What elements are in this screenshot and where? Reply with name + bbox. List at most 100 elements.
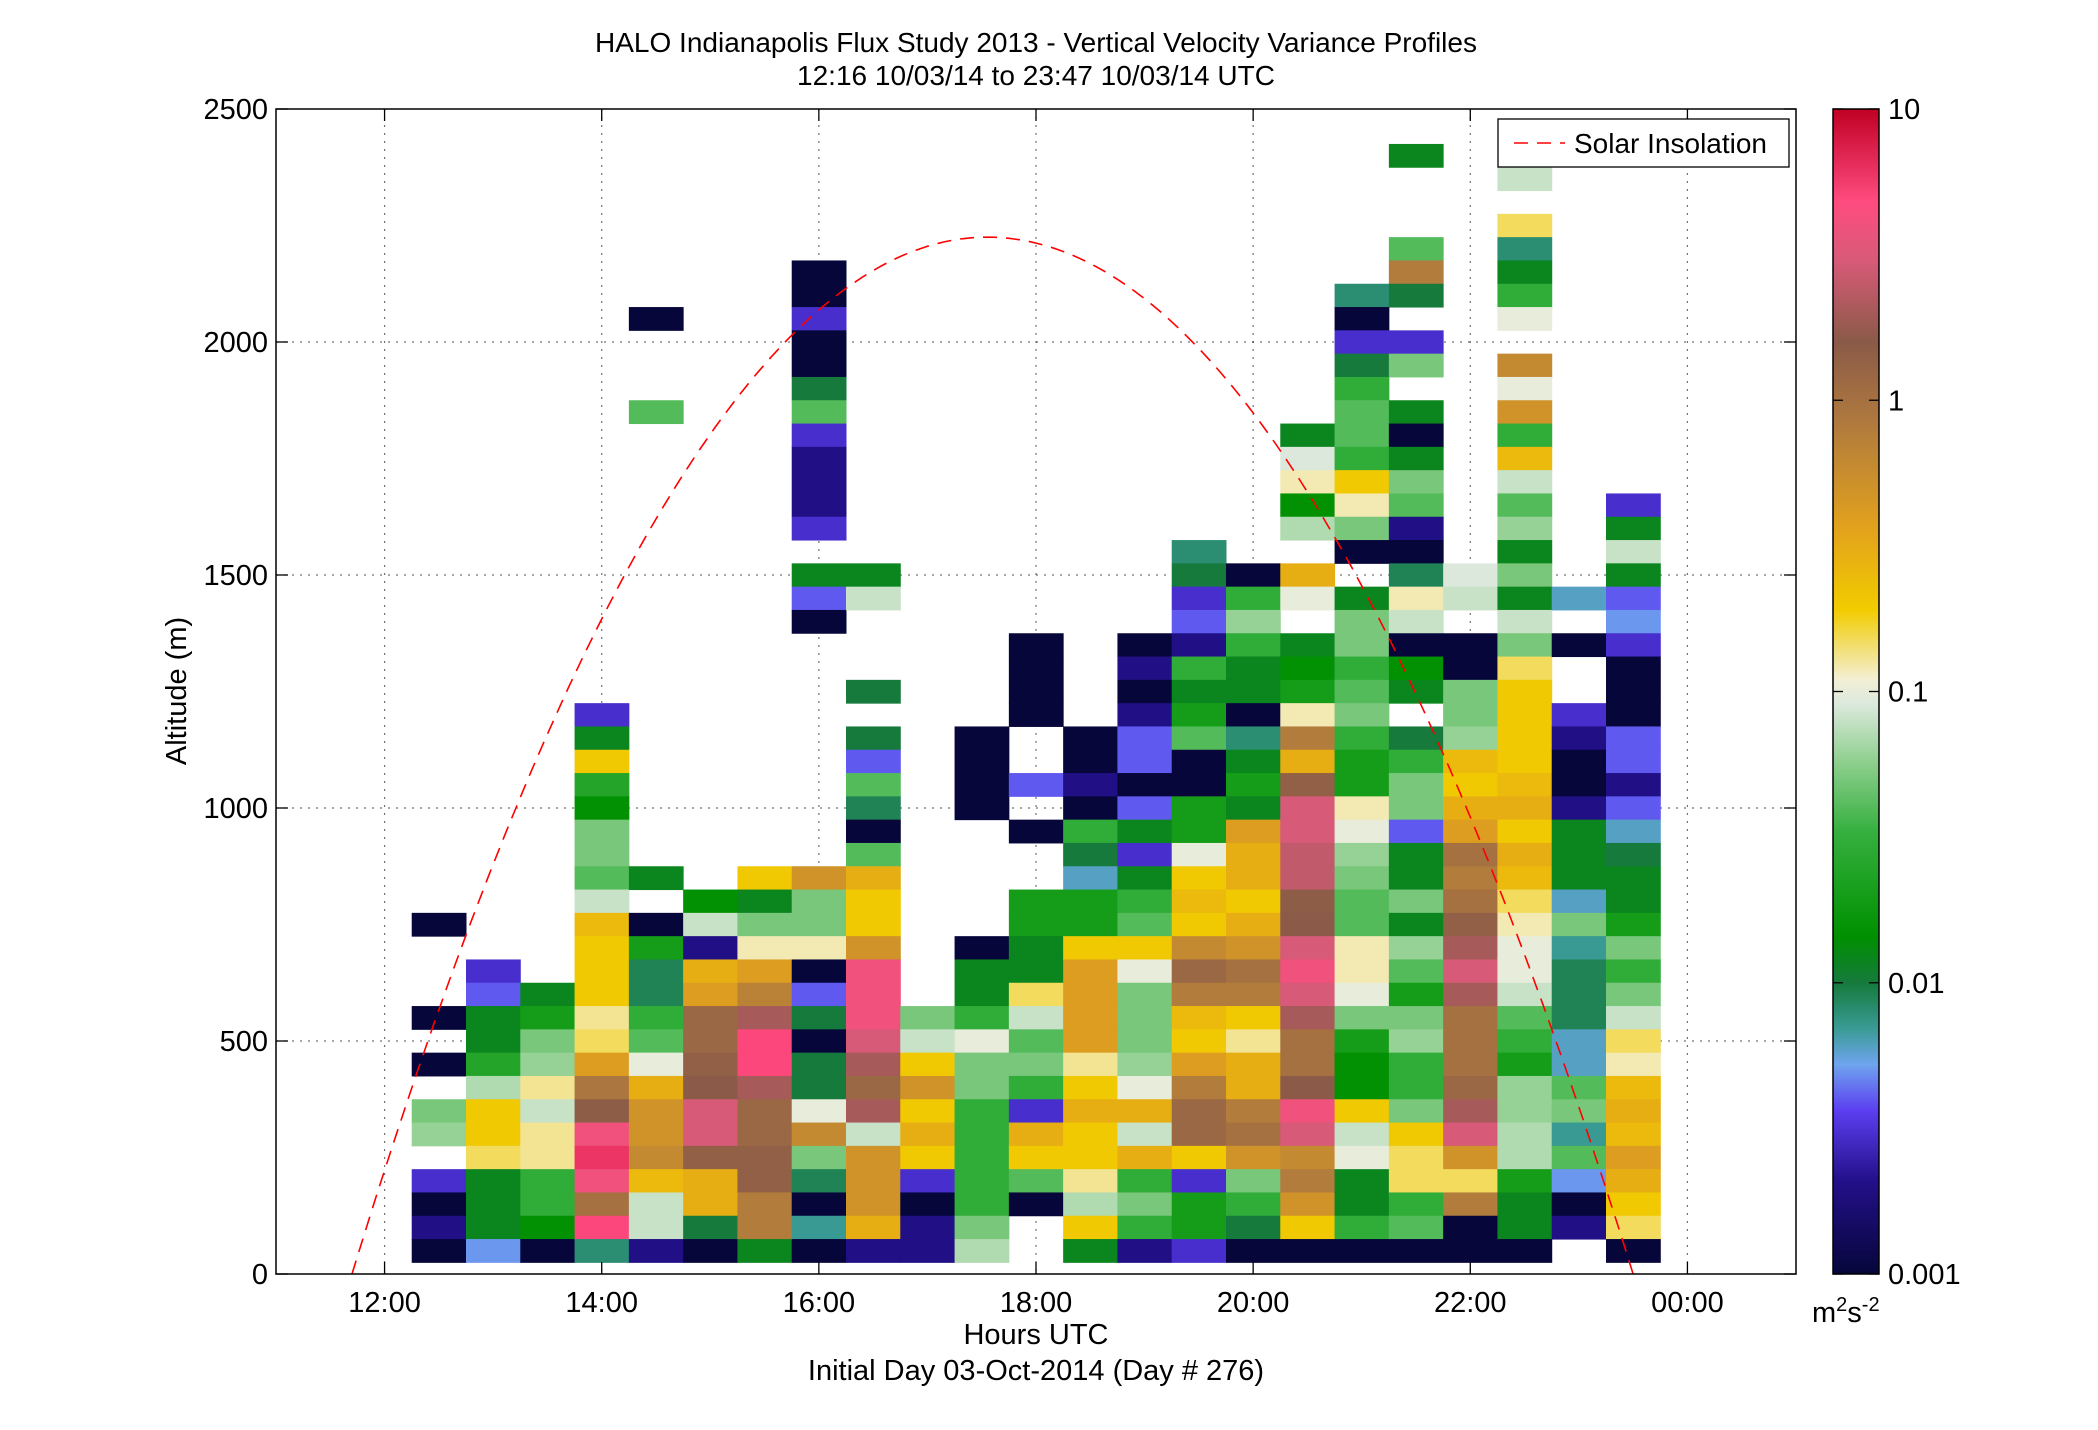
heatmap-cell (791, 1099, 847, 1124)
heatmap-cell (1226, 889, 1281, 914)
heatmap-cell (1226, 586, 1281, 611)
heatmap-cell (1008, 1075, 1064, 1100)
heatmap-cell (1226, 842, 1281, 867)
heatmap-cell (791, 493, 847, 518)
heatmap-cell (1388, 423, 1444, 448)
heatmap-cell (1226, 609, 1281, 634)
heatmap-cell (1388, 1239, 1444, 1263)
heatmap-cell (1334, 446, 1390, 471)
heatmap-cell (737, 959, 793, 984)
heatmap-cell (1551, 773, 1607, 797)
heatmap-cell (1334, 493, 1390, 518)
heatmap-cell (574, 773, 630, 797)
y-tick-label: 2000 (203, 327, 268, 359)
heatmap-cell (1443, 773, 1498, 797)
heatmap-cell (1334, 679, 1390, 704)
heatmap-cell (1388, 936, 1444, 960)
heatmap-cell (1280, 703, 1336, 727)
heatmap-cell (1497, 260, 1553, 285)
heatmap-cell (1606, 912, 1661, 937)
heatmap-cell (1334, 586, 1390, 611)
heatmap-cell (1388, 959, 1444, 984)
heatmap-cell (1443, 726, 1498, 751)
heatmap-cell (954, 726, 1010, 751)
heatmap-cell (466, 1029, 521, 1054)
heatmap-cell (1497, 912, 1553, 937)
heatmap-cell (1497, 1145, 1553, 1170)
heatmap-cell (1171, 936, 1227, 960)
heatmap-cell (1171, 726, 1227, 751)
heatmap-cell (846, 1169, 901, 1193)
heatmap-cell (1443, 563, 1498, 588)
heatmap-cell (846, 726, 901, 751)
heatmap-cell (1226, 819, 1281, 844)
heatmap-cell (1063, 1145, 1118, 1170)
heatmap-cell (1226, 912, 1281, 937)
heatmap-cell (1117, 633, 1173, 658)
heatmap-cell (1008, 656, 1064, 681)
heatmap-cell (1280, 959, 1336, 984)
heatmap-cell (520, 1099, 576, 1124)
heatmap-cell (1063, 1075, 1118, 1100)
y-axis-label: Altitude (m) (161, 617, 193, 765)
heatmap-cell (1171, 1169, 1227, 1193)
heatmap-cell (683, 1169, 738, 1193)
heatmap-cell (520, 1169, 576, 1193)
heatmap-cell (1063, 1192, 1118, 1217)
heatmap-cell (1497, 516, 1553, 541)
heatmap-cell (791, 260, 847, 285)
heatmap-cell (1497, 679, 1553, 704)
heatmap-cell (1551, 936, 1607, 960)
heatmap-cell (846, 1239, 901, 1263)
heatmap-cell (1497, 773, 1553, 797)
heatmap-cell (1606, 1215, 1661, 1240)
heatmap-cell (1171, 609, 1227, 634)
heatmap-cell (791, 470, 847, 494)
colorbar-tick-label: 10 (1888, 94, 1920, 126)
heatmap-cell (1551, 1099, 1607, 1124)
legend: Solar Insolation (1497, 118, 1790, 168)
heatmap-cell (1388, 446, 1444, 471)
heatmap-cell (683, 1192, 738, 1217)
heatmap-cell (846, 1052, 901, 1077)
colorbar-ticks: 0.001 0.01 0.1 1 10 (1833, 94, 1961, 1291)
heatmap-cell (1280, 866, 1336, 891)
heatmap-cell (737, 1099, 793, 1124)
heatmap-cell (1280, 1075, 1336, 1100)
colorbar: 0.001 0.01 0.1 1 10 m2s-2 (1812, 94, 1961, 1329)
heatmap-cell (628, 936, 684, 960)
heatmap-cell (1063, 749, 1118, 774)
heatmap-cell (1443, 1075, 1498, 1100)
heatmap-cell (1606, 633, 1661, 658)
heatmap-cell (1334, 283, 1390, 308)
heatmap-cell (846, 1029, 901, 1054)
heatmap-cell (846, 586, 901, 611)
heatmap-cell (1334, 423, 1390, 448)
heatmap-cell (1226, 982, 1281, 1007)
heatmap-cell (1117, 749, 1173, 774)
heatmap-cell (628, 1122, 684, 1147)
heatmap-cell (411, 1122, 467, 1147)
heatmap-cell (574, 1006, 630, 1030)
heatmap-cell (1171, 633, 1227, 658)
heatmap-cells (411, 143, 1661, 1263)
heatmap-cell (1551, 1006, 1607, 1030)
heatmap-cell (1280, 749, 1336, 774)
heatmap-cell (954, 1052, 1010, 1077)
heatmap-cell (1280, 982, 1336, 1007)
colorbar-tick-label: 0.001 (1888, 1259, 1961, 1291)
heatmap-cell (1334, 1099, 1390, 1124)
heatmap-cell (1497, 703, 1553, 727)
heatmap-cell (466, 1075, 521, 1100)
heatmap-cell (1606, 889, 1661, 914)
heatmap-cell (574, 842, 630, 867)
heatmap-cell (683, 889, 738, 914)
heatmap-cell (1117, 679, 1173, 704)
heatmap-cell (1443, 936, 1498, 960)
heatmap-cell (1334, 400, 1390, 425)
heatmap-cell (1606, 842, 1661, 867)
heatmap-cell (1280, 1029, 1336, 1054)
heatmap-cell (1226, 563, 1281, 588)
heatmap-cell (954, 1029, 1010, 1054)
heatmap-cell (1117, 936, 1173, 960)
